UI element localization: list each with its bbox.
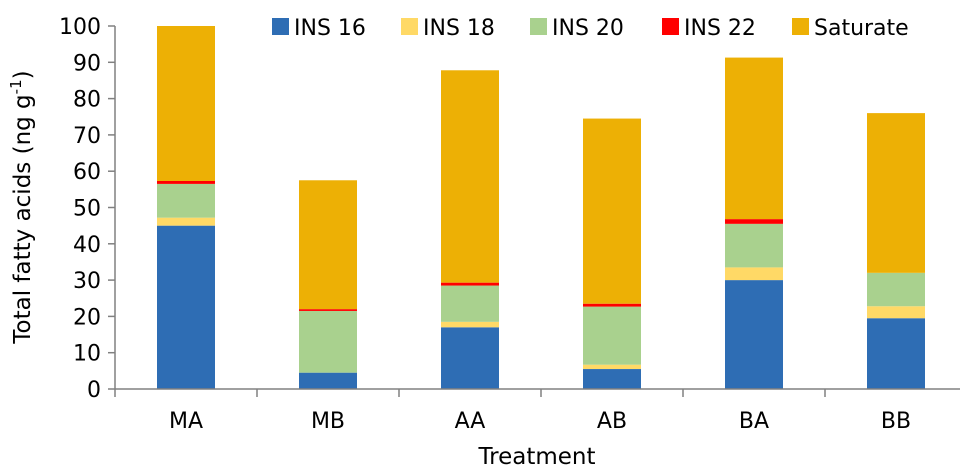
y-tick-label: 40 (73, 233, 101, 258)
legend-swatch (272, 18, 289, 35)
bar-segment (441, 285, 499, 322)
x-axis-title: Treatment (477, 444, 595, 466)
x-tick-label: AA (455, 409, 486, 434)
bar-segment (157, 181, 215, 184)
legend-label: INS 20 (552, 16, 624, 41)
bar-segment (725, 267, 783, 281)
y-tick-label: 10 (73, 342, 101, 367)
x-tick-label: BB (881, 409, 911, 434)
bar-segment (441, 327, 499, 389)
bar-segment (299, 310, 357, 373)
bar-segment (441, 70, 499, 283)
y-tick-label: 30 (73, 269, 101, 294)
bar-segment (583, 306, 641, 365)
y-tick-label: 70 (73, 124, 101, 149)
legend-swatch (530, 18, 547, 35)
y-tick-label: 50 (73, 197, 101, 222)
bar-segment (583, 364, 641, 370)
bar-segment (583, 369, 641, 389)
y-axis-title-tail: ) (10, 70, 36, 79)
legend-label: INS 22 (684, 16, 756, 41)
bar-segment (441, 282, 499, 286)
y-tick-label: 60 (73, 160, 101, 185)
bar-segment (299, 180, 357, 310)
bar-segment (867, 306, 925, 319)
bar-segment (583, 303, 641, 307)
bar-segment (867, 113, 925, 273)
bar-segment (725, 57, 783, 220)
bar-segment (583, 118, 641, 304)
legend-swatch (792, 18, 809, 35)
bar-segment (299, 372, 357, 389)
bar-segment (867, 318, 925, 389)
y-axis-title: Total fatty acids (ng g-1) (7, 70, 36, 344)
bar-segment (157, 26, 215, 182)
x-tick-label: BA (739, 409, 769, 434)
bar-segment (725, 280, 783, 389)
x-ticks-group: MA MB AA AB BA BB (114, 389, 911, 434)
x-tick-label: MB (311, 409, 345, 434)
y-axis-title-main: Total fatty acids (ng g (10, 94, 36, 344)
bar-segment (157, 217, 215, 226)
bar-segment (441, 321, 499, 328)
bar-segment (725, 223, 783, 268)
legend-label: Saturate (814, 16, 909, 41)
legend-swatch (401, 18, 418, 35)
bar-segment (299, 309, 357, 311)
y-ticks-group: 0 10 20 30 40 50 60 70 80 90 100 (59, 15, 115, 403)
bar-segment (157, 225, 215, 389)
legend: INS 16 INS 18 INS 20 INS 22 Saturate (272, 16, 909, 41)
y-axis-title-superscript: -1 (7, 79, 25, 94)
legend-swatch (662, 18, 679, 35)
legend-label: INS 16 (294, 16, 366, 41)
y-tick-label: 20 (73, 305, 101, 330)
x-tick-label: MA (169, 409, 203, 434)
bar-segment (157, 183, 215, 218)
axes-group (114, 26, 960, 390)
legend-label: INS 18 (423, 16, 495, 41)
x-tick-label: AB (597, 409, 627, 434)
bars-group (157, 26, 925, 389)
y-tick-label: 90 (73, 51, 101, 76)
bar-segment (867, 272, 925, 307)
y-tick-label: 0 (87, 378, 101, 403)
bar-segment (725, 219, 783, 224)
y-tick-label: 100 (59, 15, 101, 40)
y-tick-label: 80 (73, 88, 101, 113)
